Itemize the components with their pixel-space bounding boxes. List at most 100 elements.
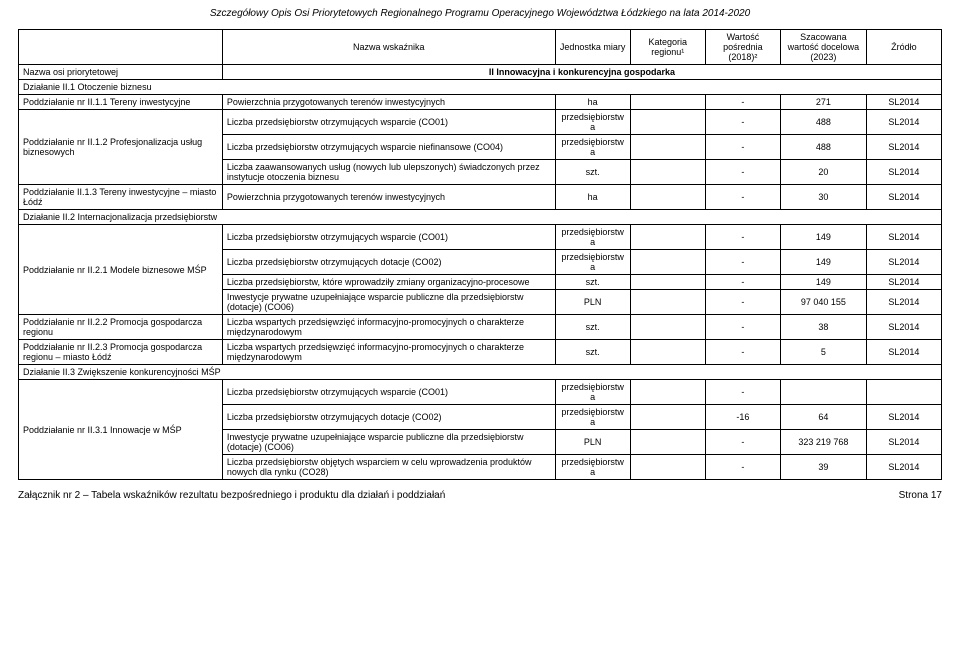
indicator-cell: Liczba przedsiębiorstw otrzymujących wsp…: [222, 110, 555, 135]
table-row: Poddziałanie II.1.3 Tereny inwestycyjne …: [19, 185, 942, 210]
target-cell: 488: [780, 110, 866, 135]
indicator-cell: Liczba przedsiębiorstw otrzymujących wsp…: [222, 225, 555, 250]
col-category: Kategoria regionu¹: [630, 30, 705, 65]
unit-cell: ha: [555, 185, 630, 210]
category-cell: [630, 185, 705, 210]
intermediate-cell: -: [705, 160, 780, 185]
intermediate-cell: -: [705, 430, 780, 455]
axis-row: Nazwa osi priorytetowejII Innowacyjna i …: [19, 65, 942, 80]
section-label: Działanie II.3 Zwiększenie konkurencyjno…: [19, 365, 942, 380]
indicator-table: Nazwa wskaźnikaJednostka miaryKategoria …: [18, 29, 942, 480]
section-row: Działanie II.3 Zwiększenie konkurencyjno…: [19, 365, 942, 380]
table-body: Działanie II.1 Otoczenie biznesuPoddział…: [19, 80, 942, 480]
intermediate-cell: -: [705, 225, 780, 250]
intermediate-cell: -: [705, 340, 780, 365]
target-cell: 38: [780, 315, 866, 340]
unit-cell: przedsiębiorstwa: [555, 455, 630, 480]
unit-cell: szt.: [555, 340, 630, 365]
table-row: Poddziałanie nr II.2.3 Promocja gospodar…: [19, 340, 942, 365]
col-target: Szacowana wartość docelowa (2023): [780, 30, 866, 65]
indicator-cell: Liczba zaawansowanych usług (nowych lub …: [222, 160, 555, 185]
source-cell: SL2014: [866, 315, 941, 340]
target-cell: 149: [780, 275, 866, 290]
source-cell: SL2014: [866, 250, 941, 275]
category-cell: [630, 290, 705, 315]
unit-cell: przedsiębiorstwa: [555, 135, 630, 160]
target-cell: 64: [780, 405, 866, 430]
table-row: Poddziałanie nr II.1.2 Profesjonalizacja…: [19, 110, 942, 135]
category-cell: [630, 95, 705, 110]
category-cell: [630, 405, 705, 430]
intermediate-cell: -: [705, 380, 780, 405]
source-cell: SL2014: [866, 110, 941, 135]
section-row: Działanie II.1 Otoczenie biznesu: [19, 80, 942, 95]
source-cell: SL2014: [866, 275, 941, 290]
unit-cell: szt.: [555, 160, 630, 185]
source-cell: SL2014: [866, 290, 941, 315]
indicator-cell: Liczba przedsiębiorstw otrzymujących wsp…: [222, 380, 555, 405]
unit-cell: przedsiębiorstwa: [555, 110, 630, 135]
intermediate-cell: -: [705, 250, 780, 275]
source-cell: SL2014: [866, 405, 941, 430]
category-cell: [630, 110, 705, 135]
header-row: Nazwa wskaźnikaJednostka miaryKategoria …: [19, 30, 942, 65]
section-label: Działanie II.2 Internacjonalizacja przed…: [19, 210, 942, 225]
unit-cell: PLN: [555, 290, 630, 315]
target-cell: 39: [780, 455, 866, 480]
source-cell: SL2014: [866, 225, 941, 250]
target-cell: 149: [780, 250, 866, 275]
category-cell: [630, 250, 705, 275]
unit-cell: przedsiębiorstwa: [555, 250, 630, 275]
source-cell: SL2014: [866, 455, 941, 480]
indicator-cell: Powierzchnia przygotowanych terenów inwe…: [222, 95, 555, 110]
category-cell: [630, 340, 705, 365]
unit-cell: szt.: [555, 275, 630, 290]
unit-cell: przedsiębiorstwa: [555, 380, 630, 405]
blank-cell: [19, 30, 223, 65]
category-cell: [630, 160, 705, 185]
target-cell: 271: [780, 95, 866, 110]
target-cell: 488: [780, 135, 866, 160]
category-cell: [630, 135, 705, 160]
col-source: Źródło: [866, 30, 941, 65]
indicator-cell: Inwestycje prywatne uzupełniające wsparc…: [222, 290, 555, 315]
section-label: Działanie II.1 Otoczenie biznesu: [19, 80, 942, 95]
unit-cell: ha: [555, 95, 630, 110]
axis-cell: Poddziałanie nr II.3.1 Innowacje w MŚP: [19, 380, 223, 480]
table-row: Poddziałanie nr II.3.1 Innowacje w MŚPLi…: [19, 380, 942, 405]
unit-cell: przedsiębiorstwa: [555, 405, 630, 430]
intermediate-cell: -: [705, 95, 780, 110]
source-cell: SL2014: [866, 185, 941, 210]
indicator-cell: Liczba przedsiębiorstw, które wprowadził…: [222, 275, 555, 290]
table-row: Poddziałanie nr II.1.1 Tereny inwestycyj…: [19, 95, 942, 110]
indicator-cell: Liczba przedsiębiorstw objętych wsparcie…: [222, 455, 555, 480]
target-cell: 30: [780, 185, 866, 210]
axis-cell: Poddziałanie nr II.2.1 Modele biznesowe …: [19, 225, 223, 315]
target-cell: 5: [780, 340, 866, 365]
intermediate-cell: -: [705, 455, 780, 480]
col-intermediate: Wartość pośrednia (2018)²: [705, 30, 780, 65]
table-row: Poddziałanie nr II.2.2 Promocja gospodar…: [19, 315, 942, 340]
source-cell: SL2014: [866, 95, 941, 110]
source-cell: SL2014: [866, 340, 941, 365]
target-cell: [780, 380, 866, 405]
indicator-cell: Liczba wspartych przedsięwzięć informacy…: [222, 340, 555, 365]
intermediate-cell: -16: [705, 405, 780, 430]
axis-cell: Poddziałanie nr II.1.1 Tereny inwestycyj…: [19, 95, 223, 110]
unit-cell: szt.: [555, 315, 630, 340]
category-cell: [630, 225, 705, 250]
category-cell: [630, 455, 705, 480]
target-cell: 323 219 768: [780, 430, 866, 455]
category-cell: [630, 315, 705, 340]
axis-cell: Poddziałanie II.1.3 Tereny inwestycyjne …: [19, 185, 223, 210]
col-unit: Jednostka miary: [555, 30, 630, 65]
intermediate-cell: -: [705, 185, 780, 210]
unit-cell: PLN: [555, 430, 630, 455]
axis-cell: Poddziałanie nr II.2.3 Promocja gospodar…: [19, 340, 223, 365]
table-row: Poddziałanie nr II.2.1 Modele biznesowe …: [19, 225, 942, 250]
axis-heading: II Innowacyjna i konkurencyjna gospodark…: [222, 65, 941, 80]
source-cell: SL2014: [866, 160, 941, 185]
footer-right: Strona 17: [899, 490, 942, 501]
target-cell: 97 040 155: [780, 290, 866, 315]
category-cell: [630, 275, 705, 290]
